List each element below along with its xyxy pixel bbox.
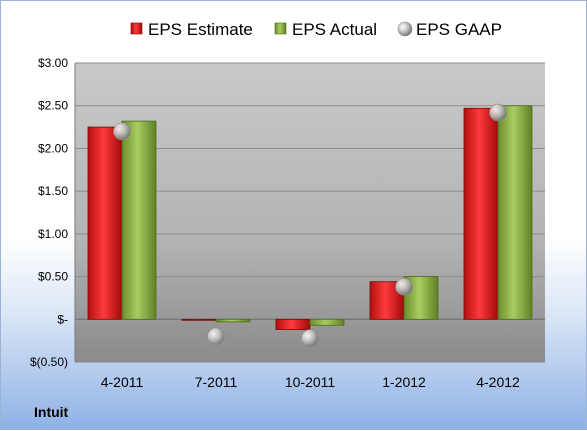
eps-gaap-marker [207,327,225,346]
y-tick-label: $- [57,312,68,326]
eps-actual-bar [215,318,251,323]
y-tick-label: $1.50 [38,184,68,198]
company-label: Intuit [34,404,69,420]
legend-label: EPS Estimate [148,20,253,39]
legend-gaap-swatch [397,21,413,37]
eps-actual-bar [309,318,345,326]
eps-estimate-bar [275,318,311,330]
y-tick-label: $3.00 [38,56,68,70]
eps-gaap-marker [395,278,413,296]
x-category-label: 4-2012 [476,374,520,390]
eps-actual-bar [497,105,533,320]
y-tick-label: $(0.50) [30,355,68,369]
y-tick-label: $2.00 [38,141,68,155]
legend-estimate-swatch [130,22,143,35]
y-tick-label: $1.00 [38,227,68,241]
eps-estimate-bar [87,126,123,320]
eps-gaap-marker [489,103,507,122]
legend-label: EPS GAAP [416,20,502,39]
x-category-label: 10-2011 [285,374,336,390]
x-category-label: 4-2011 [101,374,144,390]
eps-estimate-bar [463,107,499,320]
legend-actual-swatch [274,22,287,35]
x-category-label: 1-2012 [382,374,426,390]
legend-label: EPS Actual [292,20,377,39]
y-tick-label: $0.50 [38,270,68,284]
eps-actual-bar [121,120,157,320]
eps-gaap-marker [301,329,319,347]
y-tick-label: $2.50 [38,99,68,113]
eps-estimate-bar [181,318,217,321]
x-category-label: 7-2011 [195,374,238,390]
eps-gaap-marker [113,122,131,141]
